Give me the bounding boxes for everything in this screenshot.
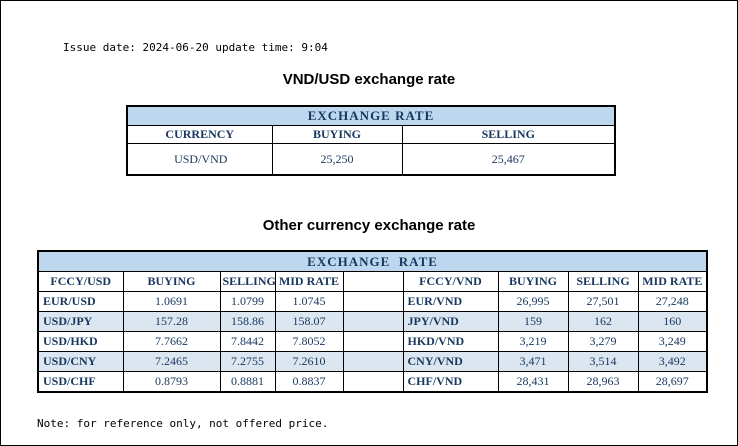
spacer-cell (342, 371, 404, 393)
col-header-buying-left: BUYING (122, 271, 221, 292)
cell-buying-left: 1.0691 (122, 291, 221, 312)
cell-midrate-right: 27,248 (637, 291, 708, 312)
spacer-cell (342, 271, 404, 292)
cell-selling-left: 7.8442 (219, 331, 276, 352)
table-band-header-row: EXCHANGE RATE (126, 105, 616, 126)
col-header-midrate-left: MID RATE (274, 271, 344, 292)
cell-midrate-left: 7.8052 (274, 331, 344, 352)
cell-pair-left: USD/CNY (37, 351, 124, 372)
table-band-header: EXCHANGE RATE (126, 105, 616, 126)
cell-pair-right: HKD/VND (402, 331, 499, 352)
cell-midrate-right: 28,697 (637, 371, 708, 393)
cell-buying-right: 3,471 (497, 351, 569, 372)
cell-buying-right: 3,219 (497, 331, 569, 352)
cell-buying-right: 26,995 (497, 291, 569, 312)
vnd-usd-section-title: VND/USD exchange rate (282, 71, 456, 88)
other-currency-rate-table: EXCHANGE RATE FCCY/USD BUYING SELLING MI… (37, 250, 709, 393)
cell-currency-pair: USD/VND (126, 143, 273, 176)
cell-pair-left: USD/HKD (37, 331, 124, 352)
cell-selling-left: 0.8881 (219, 371, 276, 393)
column-header-row: CURRENCY BUYING SELLING (126, 125, 616, 144)
cell-pair-right: CNY/VND (402, 351, 499, 372)
cell-pair-right: CHF/VND (402, 371, 499, 393)
spacer-cell (342, 331, 404, 352)
cell-selling-left: 1.0799 (219, 291, 276, 312)
cell-buying-left: 7.2465 (122, 351, 221, 372)
col-header-selling: SELLING (401, 125, 616, 144)
note-line: Note: for reference only, not offered pr… (37, 417, 329, 430)
issue-date-line: Issue date: 2024-06-20 update time: 9:04 (63, 41, 328, 54)
col-header-midrate-right: MID RATE (637, 271, 708, 292)
table-row: USD/VND 25,250 25,467 (126, 143, 616, 176)
cell-midrate-left: 7.2610 (274, 351, 344, 372)
cell-buying-right: 159 (497, 311, 569, 332)
cell-selling-left: 7.2755 (219, 351, 276, 372)
other-currency-section-title: Other currency exchange rate (262, 217, 476, 234)
cell-selling: 25,467 (401, 143, 616, 176)
table-band-header: EXCHANGE RATE (37, 250, 708, 272)
table-row: USD/CHF 0.8793 0.8881 0.8837 CHF/VND 28,… (37, 371, 708, 393)
cell-buying-left: 0.8793 (122, 371, 221, 393)
cell-pair-left: USD/JPY (37, 311, 124, 332)
table-row: USD/JPY 157.28 158.86 158.07 JPY/VND 159… (37, 311, 708, 332)
cell-midrate-right: 3,249 (637, 331, 708, 352)
cell-pair-right: EUR/VND (402, 291, 499, 312)
spacer-cell (342, 291, 404, 312)
table-row: EUR/USD 1.0691 1.0799 1.0745 EUR/VND 26,… (37, 291, 708, 312)
cell-midrate-left: 158.07 (274, 311, 344, 332)
table-row: USD/CNY 7.2465 7.2755 7.2610 CNY/VND 3,4… (37, 351, 708, 372)
col-header-fccy-usd: FCCY/USD (37, 271, 124, 292)
col-header-fccy-vnd: FCCY/VND (402, 271, 499, 292)
col-header-buying: BUYING (271, 125, 403, 144)
col-header-selling-left: SELLING (219, 271, 276, 292)
column-header-row: FCCY/USD BUYING SELLING MID RATE FCCY/VN… (37, 271, 708, 292)
cell-pair-left: USD/CHF (37, 371, 124, 393)
table-row: USD/HKD 7.7662 7.8442 7.8052 HKD/VND 3,2… (37, 331, 708, 352)
table-band-header-row: EXCHANGE RATE (37, 250, 708, 272)
cell-midrate-left: 1.0745 (274, 291, 344, 312)
cell-midrate-right: 3,492 (637, 351, 708, 372)
cell-buying: 25,250 (271, 143, 403, 176)
col-header-selling-right: SELLING (567, 271, 639, 292)
cell-selling-left: 158.86 (219, 311, 276, 332)
vnd-usd-rate-table: EXCHANGE RATE CURRENCY BUYING SELLING US… (126, 105, 617, 176)
cell-buying-left: 157.28 (122, 311, 221, 332)
col-header-currency: CURRENCY (126, 125, 273, 144)
spacer-cell (342, 311, 404, 332)
cell-buying-right: 28,431 (497, 371, 569, 393)
cell-selling-right: 27,501 (567, 291, 639, 312)
spacer-cell (342, 351, 404, 372)
cell-selling-right: 3,514 (567, 351, 639, 372)
cell-midrate-right: 160 (637, 311, 708, 332)
cell-pair-left: EUR/USD (37, 291, 124, 312)
cell-midrate-left: 0.8837 (274, 371, 344, 393)
col-header-buying-right: BUYING (497, 271, 569, 292)
cell-selling-right: 3,279 (567, 331, 639, 352)
cell-selling-right: 28,963 (567, 371, 639, 393)
cell-pair-right: JPY/VND (402, 311, 499, 332)
cell-buying-left: 7.7662 (122, 331, 221, 352)
cell-selling-right: 162 (567, 311, 639, 332)
